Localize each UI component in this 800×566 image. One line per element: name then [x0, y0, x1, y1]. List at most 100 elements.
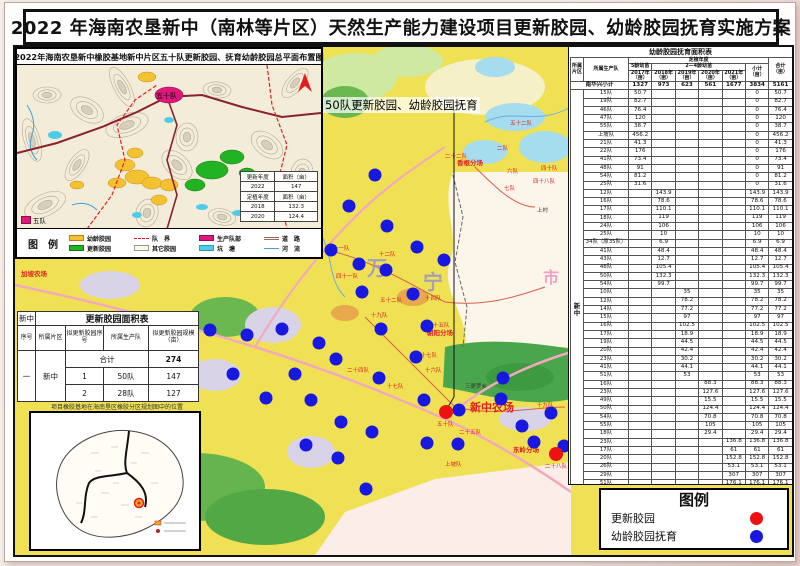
inset-table-row: 2020 124.4 — [239, 211, 318, 222]
road-line — [15, 283, 572, 494]
young-plantation-dot — [372, 371, 386, 385]
young-plantation-dot — [417, 393, 431, 407]
road-swatch — [264, 236, 279, 240]
fostering-row: 55队 105 105 105 — [571, 421, 792, 431]
fostering-row: 23队 30.2 30.2 30.2 — [571, 354, 792, 365]
renewal-plantation-patches — [184, 149, 256, 192]
renewal-area-table: 新中 更新胶园面积表 序号 所属片区 拟更新胶园序号 所属生产队 拟更新胶园规模（亩… — [17, 311, 200, 402]
inset-table-row: 更新年度 面积（亩） — [239, 171, 318, 182]
map-label: 三更罗乡 — [465, 383, 487, 390]
contour-ring — [70, 96, 104, 124]
fostering-row: 51队 53 53 53 — [571, 371, 792, 381]
young-plantation-dot — [299, 438, 313, 452]
fostering-row: 43队 12.7 12.7 12.7 — [571, 255, 792, 265]
young-plantation-dot — [240, 328, 254, 342]
fostering-row: 17队 61 61 61 — [571, 446, 792, 456]
map-label: 十九队 — [371, 311, 388, 319]
fostering-row: 18队 29.4 29.4 29.4 — [571, 429, 792, 439]
young-plantation-dot — [352, 257, 366, 271]
fostering-row: 18队 119 119 119 — [571, 213, 792, 224]
island-detail-marks — [76, 446, 158, 518]
fostering-row: 41队 44.1 44.1 44.1 — [571, 363, 792, 373]
map-content-frame: 万宁市新中农场 香根分场 朝阳分场 东岭分场 加坡农场 五十二队 二队 六队 四十队 四十八队 七队… — [13, 45, 794, 557]
fostering-row: 上坡队 456.2 0 456.2 — [571, 130, 792, 141]
contour-ring — [207, 208, 237, 226]
young-plantation-dot — [420, 436, 434, 450]
young-plantation-dot — [496, 371, 510, 385]
contour-ring — [41, 91, 53, 99]
map-label: 七队 — [504, 184, 516, 192]
map-label: 加坡农场 — [20, 269, 48, 278]
map-label: 市 — [543, 268, 559, 287]
fostering-row: 54队 70.8 70.8 70.8 — [571, 412, 792, 423]
fostering-row: 54队 99.7 99.7 99.7 — [571, 280, 792, 290]
young-plantation-swatch — [69, 235, 84, 241]
fostering-row: 25队 10 10 10 — [571, 230, 792, 240]
map-label: 五十二队 — [380, 296, 403, 304]
fostering-row: 20队 42.4 42.4 42.4 — [571, 346, 792, 356]
contour-ring — [179, 127, 195, 147]
map-label: 二队 — [497, 144, 509, 152]
map-callout-label: 50队更新胶园、幼龄胶园抚育 — [323, 97, 480, 113]
map-label: 二十七队 — [415, 351, 438, 359]
renewal-total-row: 一 新中 合计 274 — [17, 350, 200, 402]
contour-ring — [113, 73, 131, 101]
young-plantation-dot — [365, 425, 379, 439]
fostering-row: 24队 106 106 106 — [571, 222, 792, 232]
fostering-row: 22队 176 0 176 — [571, 147, 792, 157]
renewal-dot-icon — [750, 511, 763, 525]
fostering-row: 12队 78.2 78.2 78.2 — [571, 296, 792, 307]
inset-table-row: 2018 132.3 — [239, 201, 318, 212]
fostering-header-row: 2017年（亩） 2018年（亩） 2019年（亩） 2020年（亩） 2021年（亩） — [571, 69, 793, 82]
young-plantation-dot — [275, 322, 289, 336]
map-label: 上村 — [537, 206, 549, 214]
inset-legend-title: 图 例 — [28, 239, 58, 251]
legend-item-renewal: 更新胶园 — [611, 509, 777, 527]
young-plantation-dot — [203, 323, 217, 337]
overview-legend-mark — [154, 520, 162, 526]
legend-title: 图例 — [678, 491, 709, 509]
pond-swatch — [199, 245, 214, 251]
hainan-island-map — [56, 429, 186, 538]
map-label: 四十队 — [541, 164, 558, 172]
young-plantation-dot — [544, 406, 558, 420]
fostering-subtotal-row: 南华兴小计 1327 973 623 561 1677 3834 5161 — [570, 80, 792, 91]
fostering-header-row: 5龄幼苗 2—4龄幼苗 小计（亩） — [571, 63, 793, 82]
renewal-plantation-swatch — [69, 245, 84, 251]
legend-item: 坑 塘 — [199, 244, 258, 253]
map-label: 五十二队 — [510, 119, 533, 127]
fostering-table-wrap: 幼龄胶园抚育面积表 所属片区 所属生产队 定植年度 合计（亩） 5龄幼苗 2—4龄幼苗 小计… — [568, 47, 792, 485]
contour-ring — [37, 89, 57, 101]
document-sheet: 2022 年海南农垦新中（南林等片区）天然生产能力建设项目更新胶园、幼龄胶园抚育… — [4, 2, 796, 562]
young-plantation-dot — [312, 336, 326, 350]
young-plantation-dot — [374, 322, 388, 336]
fostering-row: 20队 152.8 152.8 152.8 — [571, 454, 792, 464]
contour-ring — [250, 130, 284, 160]
young-plantation-dot — [527, 435, 541, 449]
fostering-row: 16队 78.6 78.6 78.6 — [571, 197, 792, 207]
renewal-plantation-dot — [439, 405, 453, 419]
contour-ring — [161, 150, 193, 180]
contour-ring — [64, 149, 90, 181]
hq-patch — [154, 86, 184, 104]
inset-area-table: 更新年度 面积（亩） 2022 147 定植年度 面积（亩） 2018 132.3 2020 12… — [239, 171, 318, 222]
contour-ring — [109, 66, 135, 108]
map-lowland-area — [315, 462, 571, 555]
young-plantation-dot — [359, 482, 373, 496]
legend-item-young: 幼龄胶园抚育 — [611, 527, 777, 545]
fostering-row: 54队 81.2 0 81.2 — [571, 172, 792, 182]
young-dot-icon — [750, 529, 763, 543]
young-plantation-dot — [420, 319, 434, 333]
contour-ring — [182, 131, 192, 143]
young-plantation-dot — [259, 391, 273, 405]
young-plantation-dot — [494, 392, 508, 406]
legend-item: 河 流 — [264, 244, 317, 253]
fostering-row: 47队 120 0 120 — [571, 114, 792, 124]
overview-map — [29, 411, 201, 551]
map-label: 五十队 — [437, 420, 454, 428]
map-label: 四十一队 — [336, 272, 359, 280]
legend-item: 其它胶园 — [134, 244, 193, 253]
map-label: 上坡队 — [445, 460, 462, 468]
fostering-row: 16队 88.3 88.3 88.3 — [571, 379, 792, 390]
